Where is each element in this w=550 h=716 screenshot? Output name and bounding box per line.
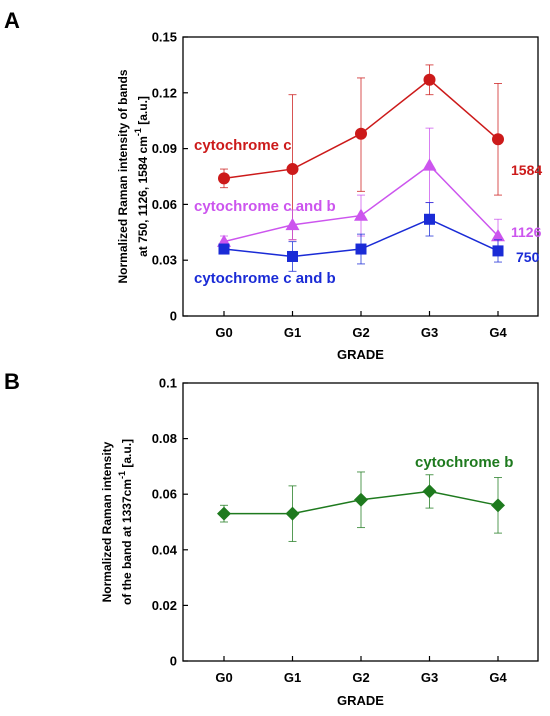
y-tick-label: 0.04 bbox=[152, 542, 178, 557]
x-tick-label: G2 bbox=[352, 670, 369, 685]
series-cytochrome-c-and-b-750 bbox=[218, 202, 504, 272]
y-axis-title-b-unit: [a.u.] bbox=[120, 439, 134, 468]
chart-a: A 0 0.03 0.06 0.09 0.12 0.15 G0 G1 G2 G3 G4 GRADE… bbox=[4, 8, 542, 362]
x-axis-title-b: GRADE bbox=[337, 693, 384, 708]
data-point bbox=[287, 250, 298, 262]
x-tick-label: G4 bbox=[489, 325, 507, 340]
data-point bbox=[285, 506, 300, 521]
data-point bbox=[286, 163, 299, 176]
y-axis-title-a: Normalized Raman intensity of bands at 7… bbox=[116, 69, 150, 283]
y-axis-title-a-line1: Normalized Raman intensity of bands bbox=[116, 69, 130, 283]
y-axis-title-b: Normalized Raman intensity of the band a… bbox=[100, 439, 134, 605]
data-point bbox=[423, 73, 436, 86]
chart-b: B 00.020.040.060.080.1 G0 G1 G2 G3 G4 GRADE … bbox=[4, 369, 539, 708]
y-axis-title-a-sup: -1 bbox=[133, 128, 143, 136]
x-tick-label: G3 bbox=[421, 670, 438, 685]
y-tick-label: 0.1 bbox=[159, 376, 177, 391]
data-point bbox=[217, 506, 231, 521]
y-tick-label: 0.09 bbox=[152, 141, 177, 156]
y-tick-label: 0.15 bbox=[152, 30, 177, 45]
data-point bbox=[218, 243, 230, 255]
y-axis-a: 0 0.03 0.06 0.09 0.12 0.15 bbox=[152, 30, 188, 324]
series-label-cytochrome-c-and-b-1126: cytochrome c and b bbox=[194, 198, 336, 215]
series-cytochrome-c-1584 bbox=[218, 64, 504, 241]
x-tick-label: G1 bbox=[284, 670, 301, 685]
data-point bbox=[422, 158, 437, 171]
y-axis-title-b-line2: of the band at 1337cm-1 [a.u.] bbox=[117, 439, 134, 605]
y-axis-title-b-line1: Normalized Raman intensity bbox=[100, 441, 114, 602]
x-tick-label: G3 bbox=[421, 325, 438, 340]
y-axis-title-a-line2: at 750, 1126, 1584 cm-1 [a.u.] bbox=[133, 96, 150, 257]
data-point bbox=[355, 243, 367, 255]
data-point bbox=[355, 127, 367, 140]
y-tick-label: 0.03 bbox=[152, 253, 177, 268]
data-point bbox=[492, 245, 504, 257]
data-point bbox=[285, 217, 300, 231]
data-point bbox=[492, 133, 504, 146]
panel-letter-a: A bbox=[4, 8, 20, 33]
y-tick-label: 0.06 bbox=[152, 197, 177, 212]
y-tick-label: 0.08 bbox=[152, 431, 177, 446]
y-tick-label: 0 bbox=[170, 654, 177, 669]
y-axis-title-a-unit: [a.u.] bbox=[136, 96, 150, 125]
y-tick-label: 0.12 bbox=[152, 85, 177, 100]
y-axis-b: 0 0.02 0.04 0.06 0.08 0.1 bbox=[152, 376, 188, 669]
x-axis-a: G0 G1 G2 G3 G4 bbox=[215, 311, 507, 340]
data-point bbox=[422, 484, 437, 499]
y-tick-label: 0.02 bbox=[152, 598, 177, 613]
data-point bbox=[491, 498, 505, 513]
y-tick-label: 0 bbox=[170, 309, 177, 324]
y-axis-title-a-line2-text: at 750, 1126, 1584 cm bbox=[136, 136, 150, 257]
series-label-cytochrome-c: cytochrome c bbox=[194, 137, 292, 154]
x-axis-title-a: GRADE bbox=[337, 347, 384, 362]
x-tick-label: G4 bbox=[489, 670, 507, 685]
data-point bbox=[491, 229, 505, 242]
data-point bbox=[354, 208, 368, 221]
panel-letter-b: B bbox=[4, 369, 20, 394]
series-group-a bbox=[217, 64, 505, 272]
data-point bbox=[218, 172, 230, 185]
x-tick-label: G2 bbox=[352, 325, 369, 340]
series-label-cytochrome-c-and-b-750: cytochrome c and b bbox=[194, 270, 336, 287]
x-tick-label: G1 bbox=[284, 325, 301, 340]
end-label-1126: 1126 bbox=[511, 224, 542, 240]
end-label-1584: 1584 bbox=[511, 162, 542, 178]
end-label-750: 750 bbox=[516, 249, 540, 265]
series-label-cytochrome-b: cytochrome b bbox=[415, 454, 513, 471]
x-tick-label: G0 bbox=[215, 670, 232, 685]
data-point bbox=[354, 492, 368, 507]
data-point bbox=[424, 213, 435, 225]
y-tick-label: 0.06 bbox=[152, 487, 177, 502]
series-group-b bbox=[217, 471, 505, 542]
y-axis-title-b-line2-text: of the band at 1337cm bbox=[120, 479, 134, 605]
series-cytochrome-b bbox=[217, 471, 505, 542]
y-axis-title-b-sup: -1 bbox=[117, 471, 127, 479]
x-axis-b: G0 G1 G2 G3 G4 bbox=[215, 656, 507, 685]
x-tick-label: G0 bbox=[215, 325, 232, 340]
